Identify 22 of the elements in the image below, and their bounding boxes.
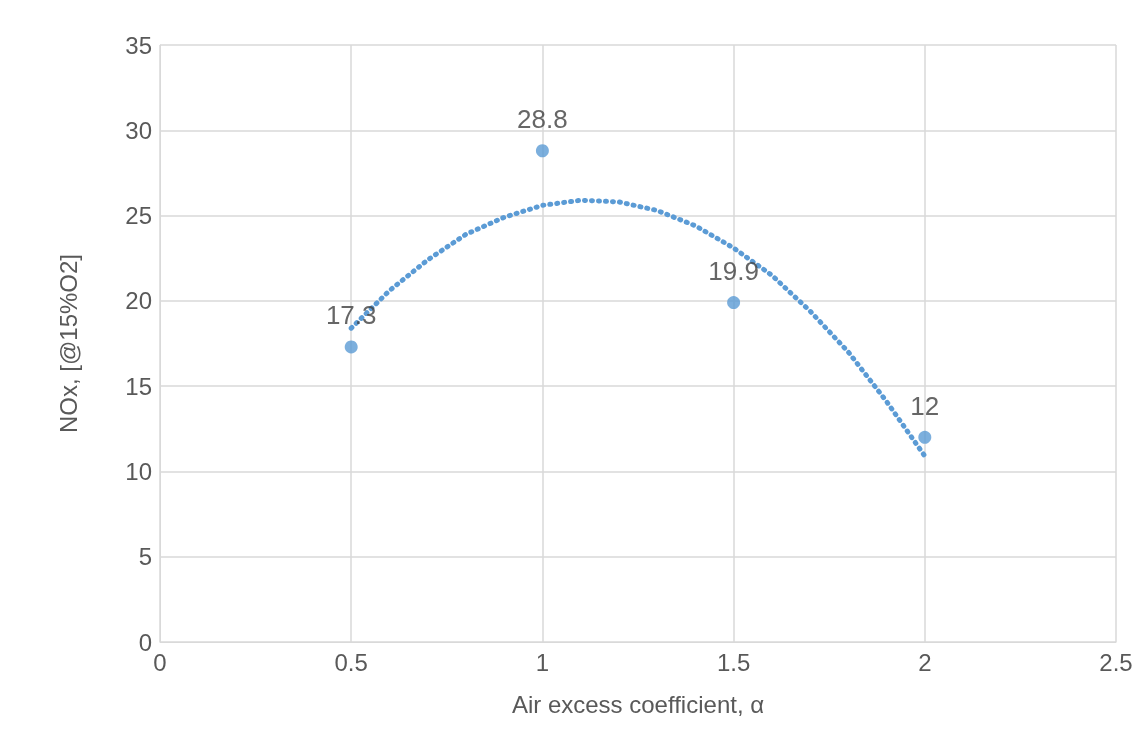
data-label: 28.8 bbox=[517, 104, 568, 135]
x-axis-title: Air excess coefficient, α bbox=[511, 690, 765, 718]
x-tick-label: 2 bbox=[918, 648, 932, 676]
y-tick-label: 15 bbox=[125, 372, 152, 400]
y-tick-label: 35 bbox=[125, 31, 152, 59]
y-tick-label: 10 bbox=[125, 457, 152, 485]
x-tick-label: 1 bbox=[535, 648, 550, 676]
data-label: 12 bbox=[910, 390, 940, 421]
y-tick-label: 5 bbox=[138, 543, 152, 571]
point bbox=[727, 296, 741, 310]
x-tick-label: 1.5 bbox=[716, 648, 751, 676]
x-tick-label: 2.5 bbox=[1099, 648, 1133, 676]
point bbox=[535, 144, 549, 158]
y-tick-label: 20 bbox=[125, 287, 152, 315]
point bbox=[918, 430, 932, 444]
y-tick-label: 0 bbox=[138, 628, 152, 656]
x-tick-label: 0.5 bbox=[334, 648, 368, 676]
y-tick-label: 25 bbox=[125, 202, 152, 230]
point bbox=[344, 340, 358, 354]
y-tick-label: 30 bbox=[125, 116, 152, 144]
y-axis-title: NOx, [@15%O2] bbox=[54, 253, 82, 434]
data-label: 19.9 bbox=[708, 256, 759, 287]
